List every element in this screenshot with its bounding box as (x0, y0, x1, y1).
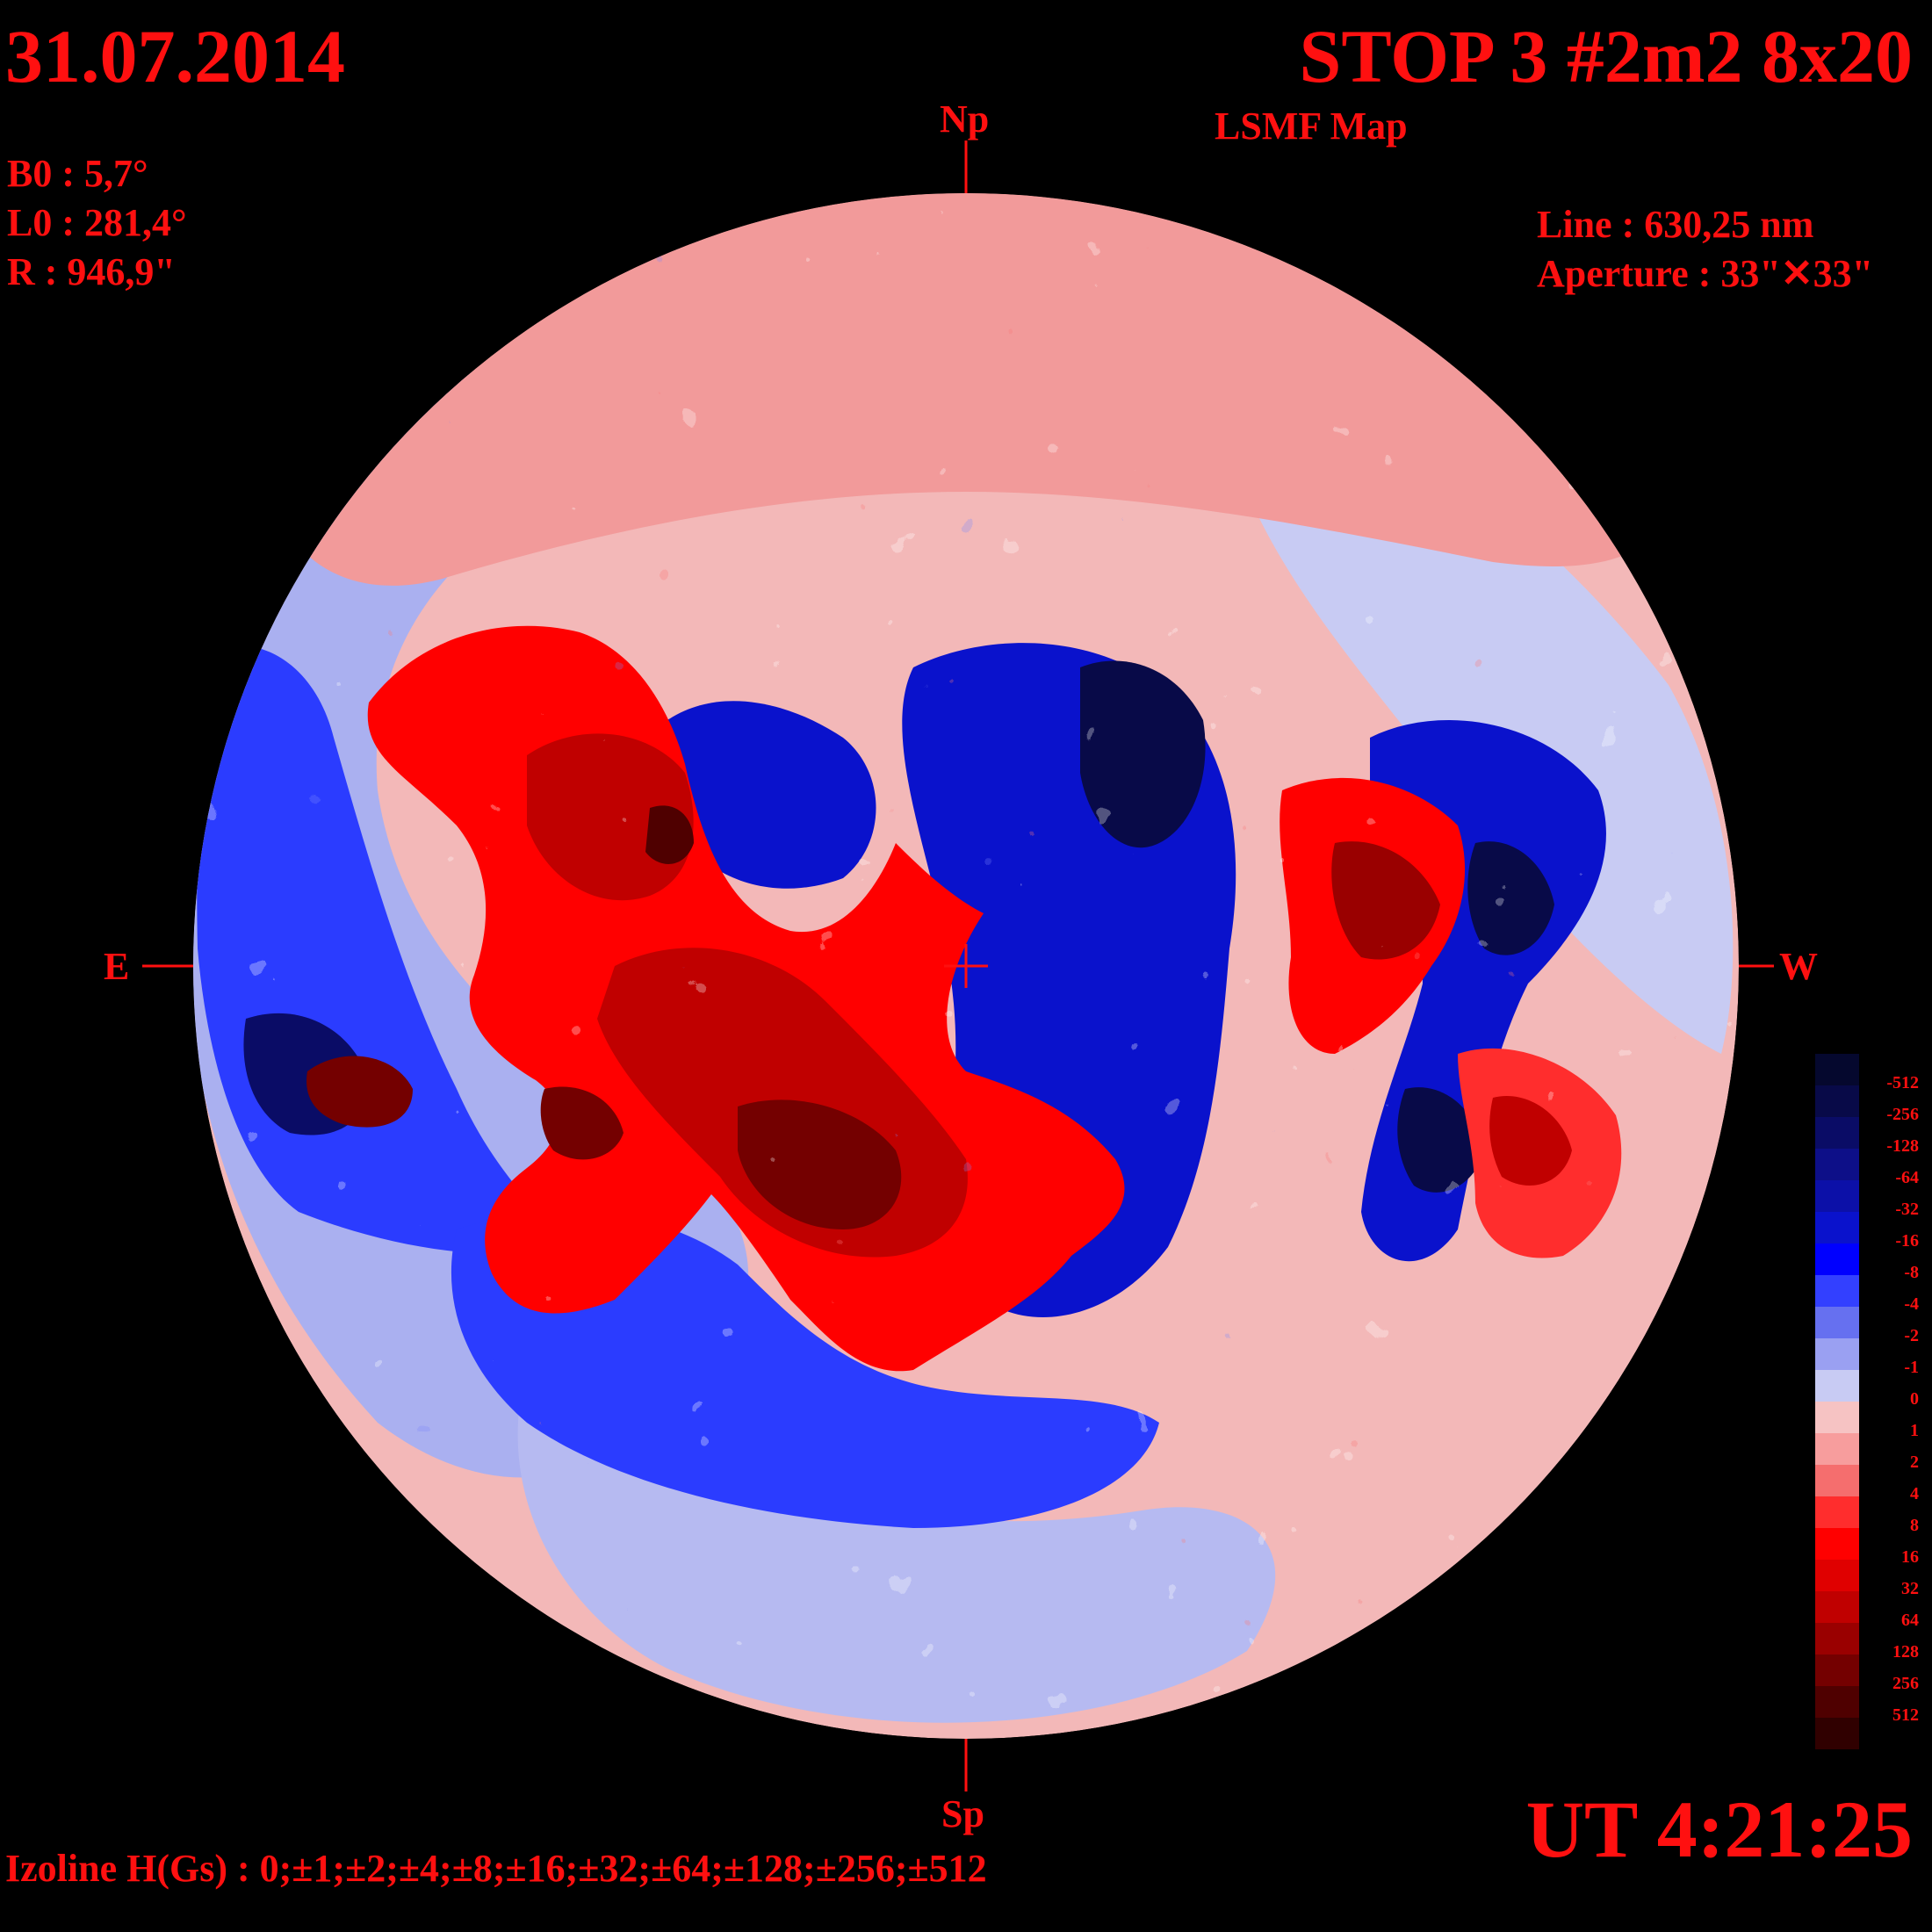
date-label: 31.07.2014 (5, 14, 345, 98)
legend-swatch (1815, 1465, 1859, 1496)
legend-level-label: 256 (1892, 1674, 1919, 1693)
legend-swatch (1815, 1623, 1859, 1654)
legend-swatch (1815, 1591, 1859, 1623)
legend-swatch (1815, 1654, 1859, 1686)
legend-swatch (1815, 1149, 1859, 1180)
legend-swatch (1815, 1370, 1859, 1402)
legend-swatch (1815, 1275, 1859, 1307)
izoline-legend-text: Izoline H(Gs) : 0;±1;±2;±4;±8;±16;±32;±6… (5, 1847, 987, 1890)
legend-level-label: 16 (1901, 1547, 1919, 1567)
line-parameter: Line : 630,25 nm (1537, 203, 1814, 246)
north-pole-label: Np (940, 97, 990, 141)
legend-level-label: -2 (1904, 1326, 1919, 1345)
legend-level-label: -512 (1886, 1073, 1919, 1092)
east-label: E (104, 945, 130, 988)
legend-level-label: 8 (1910, 1516, 1919, 1535)
legend-swatch (1815, 1433, 1859, 1465)
legend-swatch (1815, 1402, 1859, 1433)
l0-parameter: L0 : 281,4° (7, 201, 187, 244)
legend-level-label: -256 (1886, 1105, 1919, 1124)
radius-parameter: R : 946,9" (7, 250, 176, 293)
legend-level-label: 4 (1910, 1484, 1919, 1503)
legend-level-label: 0 (1910, 1389, 1919, 1409)
legend-level-label: 512 (1892, 1705, 1919, 1725)
legend-swatch (1815, 1338, 1859, 1370)
legend-level-label: 32 (1901, 1579, 1919, 1598)
legend-swatch (1815, 1686, 1859, 1718)
aperture-parameter: Aperture : 33"✕33" (1537, 252, 1874, 295)
west-label: W (1779, 945, 1818, 988)
legend-level-label: 128 (1892, 1642, 1919, 1662)
legend-level-label: -1 (1904, 1358, 1919, 1377)
legend-swatch (1815, 1117, 1859, 1149)
south-pole-label: Sp (941, 1792, 984, 1835)
map-title: STOP 3 #2m2 8x20 (1299, 14, 1913, 98)
legend-swatch (1815, 1085, 1859, 1117)
legend-level-label: -8 (1904, 1263, 1919, 1282)
legend-swatch (1815, 1528, 1859, 1560)
legend-level-label: -16 (1895, 1231, 1919, 1251)
legend-level-label: -4 (1904, 1294, 1919, 1314)
legend-swatch (1815, 1244, 1859, 1275)
orientation-ticks (142, 141, 1774, 1791)
b0-parameter: B0 : 5,7° (7, 152, 148, 195)
legend-swatch (1815, 1496, 1859, 1528)
legend-level-label: 1 (1910, 1421, 1919, 1440)
legend-level-label: 64 (1901, 1611, 1919, 1630)
legend-swatch (1815, 1212, 1859, 1244)
legend-swatch (1815, 1180, 1859, 1212)
ut-time: UT 4:21:25 (1525, 1784, 1913, 1874)
legend-swatch (1815, 1718, 1859, 1749)
legend-level-label: -128 (1886, 1136, 1919, 1156)
legend-level-label: 2 (1910, 1453, 1919, 1472)
legend-swatch (1815, 1054, 1859, 1085)
map-subtitle: LSMF Map (1215, 105, 1408, 148)
legend-swatch (1815, 1307, 1859, 1338)
legend-swatch (1815, 1560, 1859, 1591)
legend-level-label: -32 (1895, 1200, 1919, 1219)
legend-level-label: -64 (1895, 1168, 1919, 1187)
